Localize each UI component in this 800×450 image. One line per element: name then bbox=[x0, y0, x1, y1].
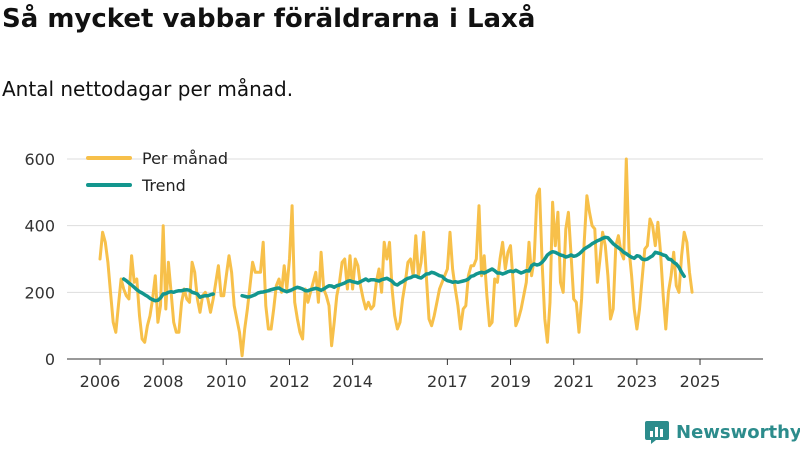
x-tick-label-2023: 2023 bbox=[617, 372, 658, 391]
series-line-trend-2 bbox=[240, 235, 686, 299]
series-lines bbox=[98, 157, 694, 358]
x-tick-label-2010: 2010 bbox=[206, 372, 247, 391]
legend-label-per-manad: Per månad bbox=[142, 149, 228, 168]
series-line-per-manad bbox=[98, 157, 694, 358]
logo-text: Newsworthy bbox=[676, 421, 800, 443]
y-axis: 0 200 400 600 bbox=[24, 150, 55, 369]
newsworthy-logo: Newsworthy bbox=[644, 419, 800, 445]
y-tick-label-600: 600 bbox=[24, 150, 55, 169]
x-tick-label-2021: 2021 bbox=[553, 372, 594, 391]
legend-label-trend: Trend bbox=[141, 176, 186, 195]
x-axis: 2006 2008 2010 2012 2014 2017 2019 2021 2023 2025 bbox=[67, 358, 763, 391]
x-tick-label-2006: 2006 bbox=[80, 372, 121, 391]
x-tick-label-2025: 2025 bbox=[680, 372, 721, 391]
bar-chart-icon bbox=[645, 421, 669, 444]
x-tick-label-2014: 2014 bbox=[332, 372, 373, 391]
y-tick-label-0: 0 bbox=[45, 350, 55, 369]
x-tick-label-2012: 2012 bbox=[269, 372, 310, 391]
x-tick-label-2008: 2008 bbox=[143, 372, 184, 391]
chart-title: Så mycket vabbar föräldrarna i Laxå bbox=[2, 4, 536, 34]
y-tick-label-400: 400 bbox=[24, 217, 55, 236]
legend: Per månad Trend bbox=[86, 149, 228, 195]
chart-subtitle: Antal nettodagar per månad. bbox=[2, 77, 294, 101]
x-tick-label-2019: 2019 bbox=[490, 372, 531, 391]
y-tick-label-200: 200 bbox=[24, 283, 55, 302]
x-tick-label-2017: 2017 bbox=[427, 372, 468, 391]
series-line-trend-1 bbox=[121, 277, 215, 303]
